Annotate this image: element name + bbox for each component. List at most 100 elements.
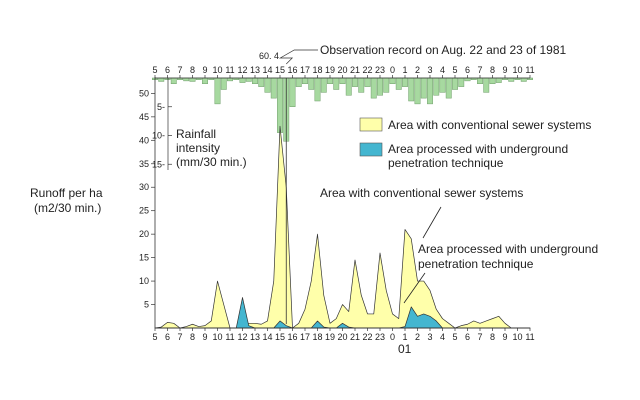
legend-swatch-underground	[359, 142, 383, 157]
rainfall-bar	[333, 77, 340, 90]
top-tick-label: 15	[275, 65, 285, 75]
x-tick-label: 16	[287, 332, 297, 342]
top-tick-label: 18	[312, 65, 322, 75]
rainfall-bar	[420, 77, 427, 99]
top-tick-label: 19	[325, 65, 335, 75]
x-tick-label: 17	[300, 332, 310, 342]
top-tick-label: 3	[427, 65, 432, 75]
rainfall-bar	[402, 77, 408, 87]
rainfall-bar	[289, 77, 296, 107]
rainfall-bar	[252, 77, 258, 84]
rainfall-bar	[270, 77, 277, 99]
x-tick-label: 0	[390, 332, 395, 342]
rainfall-bar	[489, 77, 496, 84]
top-tick-label: 0	[390, 65, 395, 75]
rainfall-bar	[183, 77, 190, 82]
x-tick-label: 15	[275, 332, 285, 342]
x-tick-label: 1	[402, 332, 407, 342]
x-tick-label: 10	[212, 332, 222, 342]
y-tick-label: 30	[139, 182, 149, 192]
rainfall-bar	[433, 77, 440, 96]
rainfall-bar	[308, 77, 315, 90]
rainfall-bar	[170, 77, 177, 84]
rainfall-bar	[314, 77, 321, 102]
x-tick-label: 10	[512, 332, 522, 342]
x-tick-label: 9	[202, 332, 207, 342]
top-tick-label: 16	[287, 65, 297, 75]
rainfall-bar	[508, 77, 515, 82]
x-tick-label: 11	[525, 332, 534, 342]
rainfall-bar	[158, 77, 165, 82]
rainfall-bar	[227, 77, 233, 82]
rainfall-label-line2: intensity	[176, 141, 220, 155]
top-tick-label: 12	[237, 65, 247, 75]
top-tick-label: 6	[465, 65, 470, 75]
y-tick-label: 25	[139, 206, 149, 216]
top-tick-label: 5	[452, 65, 457, 75]
x-tick-label: 5	[152, 332, 157, 342]
rainfall-bar	[445, 77, 452, 99]
y-tick-label: 15	[139, 253, 149, 263]
rainfall-bar	[414, 77, 421, 105]
x-tick-label: 21	[350, 332, 360, 342]
top-tick-label: 4	[440, 65, 445, 75]
top-tick-label: 2	[415, 65, 420, 75]
annotation-underground-line1: Area processed with underground	[418, 242, 598, 256]
x-tick-label: 5	[452, 332, 457, 342]
rainfall-bar	[408, 77, 415, 102]
y-tick-label: 10	[139, 276, 149, 286]
rainfall-bar	[352, 77, 358, 87]
top-tick-label: 20	[337, 65, 347, 75]
rainfall-bar	[389, 77, 396, 84]
x-tick-label: 6	[465, 332, 470, 342]
x-tick-label: 6	[165, 332, 170, 342]
title-pointer	[278, 49, 318, 65]
annotation-conventional: Area with conventional sewer systems	[320, 186, 523, 200]
x-axis-date-label: 01	[398, 342, 412, 356]
rainfall-bar	[245, 77, 252, 82]
top-tick-label: 10	[512, 65, 522, 75]
rainfall-bar	[189, 77, 196, 82]
x-tick-label: 8	[190, 332, 195, 342]
rainfall-bar	[345, 77, 352, 96]
rainfall-bar	[452, 77, 458, 90]
y-tick-label: 45	[139, 112, 149, 122]
rainfall-bar	[458, 77, 465, 87]
x-tick-label: 20	[337, 332, 347, 342]
rainfall-bar	[364, 77, 371, 87]
rainfall-bar	[477, 77, 483, 84]
legend-label-conventional: Area with conventional sewer systems	[388, 118, 591, 132]
annotation-underground-pointer	[403, 272, 426, 304]
rainfall-bar	[320, 77, 327, 93]
rainfall-bar	[258, 77, 265, 87]
rainfall-bar	[220, 77, 227, 90]
rainfall-bar	[239, 77, 246, 83]
chart-title: Observation record on Aug. 22 and 23 of …	[320, 43, 567, 57]
rainfall-bar	[327, 77, 333, 84]
annotation-underground-line2: penetration technique	[418, 257, 534, 271]
top-tick-label: 7	[177, 65, 182, 75]
y-axis-label-line2: (m2/30 min.)	[34, 201, 101, 215]
top-tick-label: 13	[250, 65, 260, 75]
x-tick-label: 7	[177, 332, 182, 342]
rainfall-bar	[495, 77, 502, 83]
x-tick-label: 22	[362, 332, 372, 342]
rainfall-peak-label: 60. 4	[259, 51, 279, 61]
top-tick-label: 9	[202, 65, 207, 75]
rainfall-bars-layer	[152, 77, 533, 142]
y-tick-label: 50	[139, 88, 149, 98]
x-tick-label: 18	[312, 332, 322, 342]
top-tick-label: 6	[165, 65, 170, 75]
rainfall-bar	[464, 77, 471, 82]
top-tick-label: 21	[350, 65, 360, 75]
rainfall-bar	[383, 77, 390, 93]
top-tick-label: 9	[502, 65, 507, 75]
top-tick-label: 10	[212, 65, 222, 75]
y-tick-label: 5	[144, 300, 149, 310]
legend-label-underground-line2: penetration technique	[388, 156, 504, 170]
rainfall-bar	[395, 77, 402, 90]
rainfall-bar	[339, 77, 346, 84]
rainfall-bar	[427, 77, 433, 105]
